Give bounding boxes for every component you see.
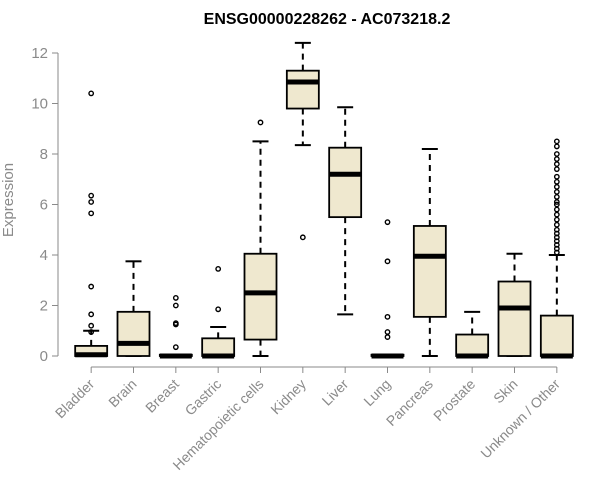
x-tick-label: Lung [360, 376, 393, 409]
outlier-point [172, 344, 179, 351]
box-group [158, 295, 193, 359]
box [201, 337, 236, 357]
outlier-point [553, 194, 560, 200]
outlier-point [384, 258, 391, 265]
y-axis-label: Expression [0, 163, 17, 237]
outlier-point [88, 283, 95, 290]
outlier-point [553, 249, 560, 256]
outlier-point [553, 216, 560, 223]
outlier-point [384, 329, 391, 335]
x-tick-label: Bladder [52, 376, 98, 422]
outlier-point [553, 161, 560, 168]
box-group [328, 106, 363, 316]
box-group [412, 147, 447, 357]
outlier-point [215, 306, 222, 313]
outlier-point [553, 206, 560, 213]
box-group [201, 265, 236, 359]
box [116, 310, 151, 357]
outlier-point [88, 311, 95, 318]
box [328, 146, 363, 219]
outlier-point [553, 199, 560, 205]
outlier-point [88, 90, 95, 97]
y-tick-label: 10 [31, 96, 48, 113]
outlier-point [215, 265, 222, 272]
outlier-point [553, 173, 560, 180]
box-group [455, 310, 490, 359]
y-axis: 0 2 4 6 8 10 12 [31, 45, 59, 365]
outlier-point [88, 322, 95, 329]
x-tick-label: Liver [319, 376, 352, 409]
boxes [74, 41, 574, 359]
outlier-point [553, 188, 560, 195]
y-tick-label: 4 [40, 247, 48, 264]
x-tick-label: Kidney [267, 376, 309, 418]
box [412, 225, 447, 318]
outlier-point [553, 166, 560, 173]
outlier-point [553, 143, 560, 150]
box-group [539, 138, 574, 359]
outlier-point [384, 334, 391, 340]
y-tick-label: 12 [31, 45, 48, 62]
box-group [497, 252, 532, 357]
outlier-point [172, 321, 179, 328]
outlier-point [553, 221, 560, 228]
box [285, 69, 320, 110]
outlier-point [553, 156, 560, 162]
box [243, 252, 278, 341]
outlier-point [88, 192, 95, 199]
y-tick-label: 8 [40, 146, 48, 163]
y-tick-label: 2 [40, 298, 48, 315]
outlier-point [88, 199, 95, 205]
x-tick-label: Skin [490, 376, 521, 407]
x-tick-label: Prostate [430, 376, 478, 424]
outlier-point [88, 210, 95, 217]
outlier-point [257, 119, 264, 126]
box-group [370, 219, 405, 359]
box [539, 314, 574, 357]
outlier-point [172, 302, 179, 309]
outlier-point [88, 329, 95, 335]
outlier-point [553, 183, 560, 190]
x-tick-label: Unknown / Other [477, 376, 563, 462]
outlier-point [384, 313, 391, 320]
box-group [116, 260, 151, 357]
outlier-point [553, 151, 560, 157]
box-group [74, 90, 109, 358]
chart-title: ENSG00000228262 - AC073218.2 [204, 11, 451, 28]
x-tick-label: Brain [105, 376, 139, 410]
x-tick-label: Pancreas [383, 376, 436, 429]
outlier-point [172, 295, 179, 301]
outlier-point [299, 234, 306, 241]
outlier-point [384, 219, 391, 226]
box-group [285, 41, 320, 241]
box [497, 280, 532, 357]
outlier-point [553, 138, 560, 145]
x-tick-label: Breast [142, 376, 182, 416]
outlier-point [553, 211, 560, 218]
outlier-point [553, 178, 560, 185]
box-group [243, 119, 278, 357]
y-tick-label: 6 [40, 197, 48, 214]
y-tick-label: 0 [40, 348, 48, 365]
box [455, 333, 490, 357]
